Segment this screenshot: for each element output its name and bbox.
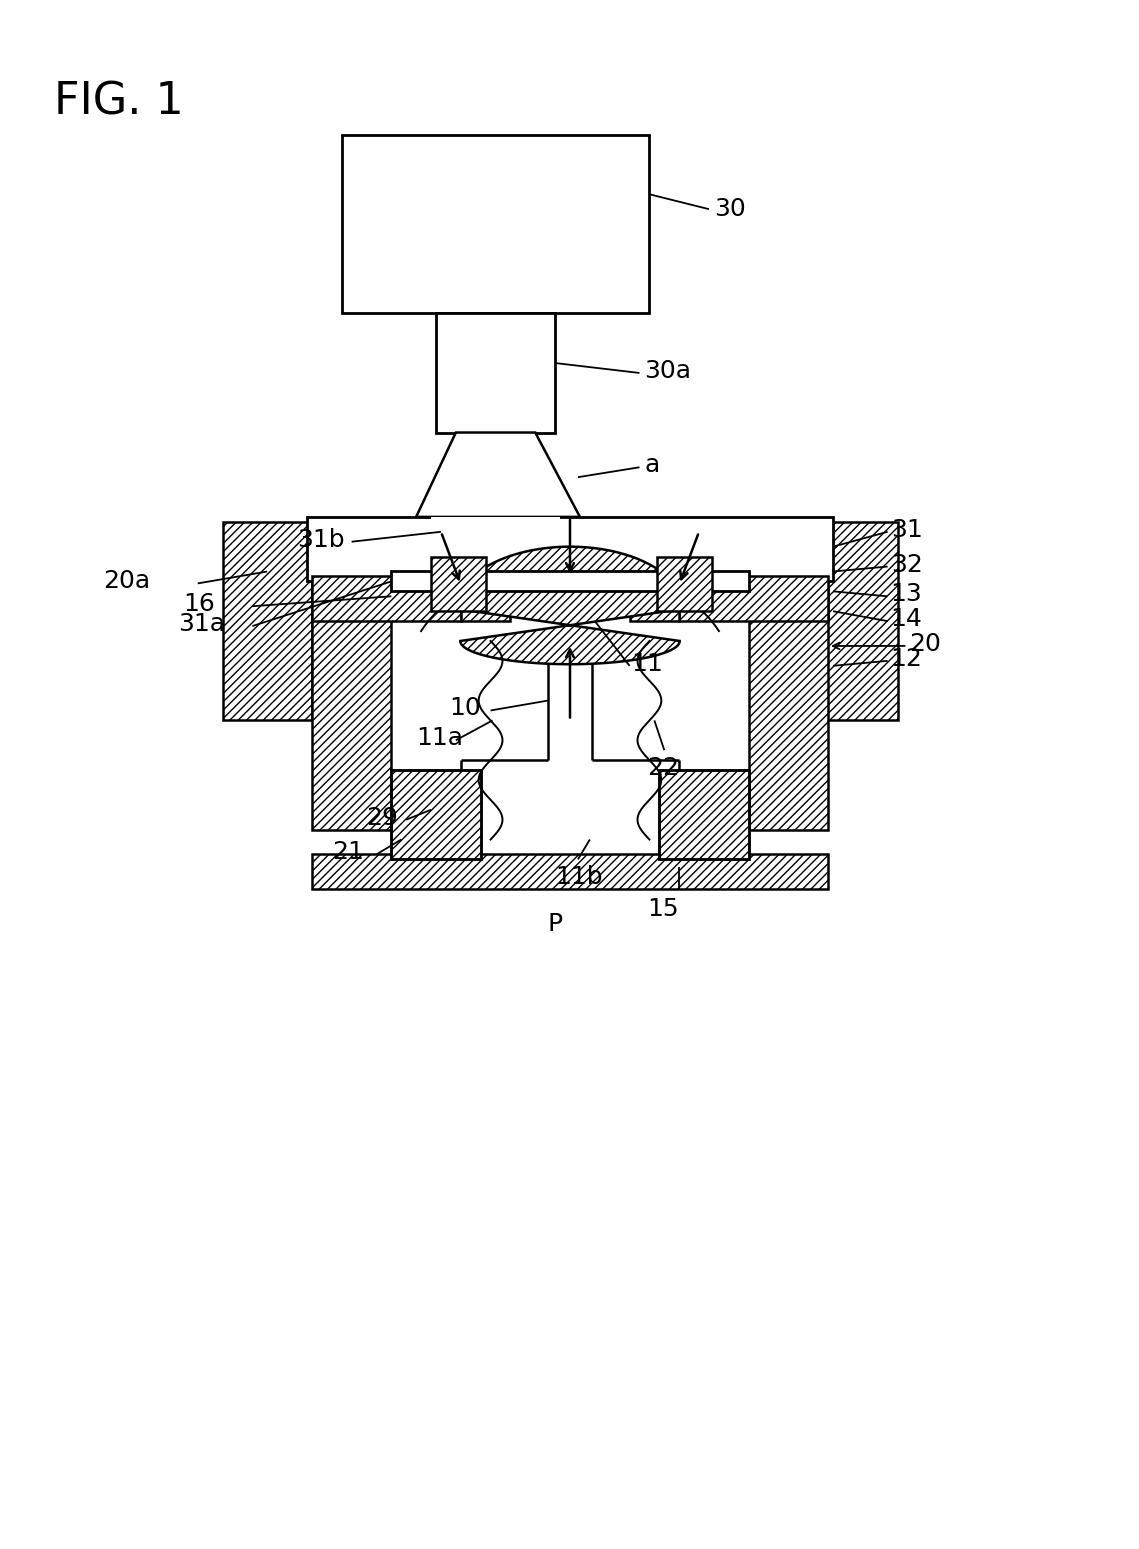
Text: 31a: 31a <box>178 612 224 637</box>
Text: P: P <box>548 912 563 936</box>
Text: 20: 20 <box>910 632 941 655</box>
Bar <box>436 313 555 432</box>
Bar <box>748 576 828 830</box>
Bar <box>679 576 828 621</box>
Bar <box>306 517 833 581</box>
Text: 31b: 31b <box>297 528 345 551</box>
Bar <box>657 556 712 612</box>
Bar <box>461 576 510 621</box>
Text: 13: 13 <box>891 582 923 606</box>
Bar <box>392 572 748 592</box>
Text: 22: 22 <box>647 756 680 781</box>
Bar <box>312 576 392 830</box>
Text: 11a: 11a <box>416 726 464 750</box>
Text: 15: 15 <box>647 897 679 922</box>
Text: 30: 30 <box>714 197 746 222</box>
Bar <box>392 770 481 860</box>
Bar <box>431 556 485 612</box>
Text: 10: 10 <box>449 697 481 720</box>
Text: 11: 11 <box>631 652 663 675</box>
Bar <box>312 576 461 621</box>
Bar <box>659 770 748 860</box>
Text: a: a <box>645 454 659 477</box>
Bar <box>659 770 748 860</box>
Text: 14: 14 <box>891 607 923 630</box>
Polygon shape <box>460 547 680 665</box>
Text: 31: 31 <box>891 517 923 542</box>
Text: 29: 29 <box>367 805 399 830</box>
Text: 32: 32 <box>891 553 923 576</box>
Bar <box>312 855 828 889</box>
Bar <box>342 135 649 313</box>
Bar <box>630 576 679 621</box>
Bar <box>431 517 560 581</box>
Text: 20a: 20a <box>104 570 150 593</box>
Text: 11b: 11b <box>555 866 603 889</box>
Polygon shape <box>416 432 580 517</box>
Text: 16: 16 <box>183 592 215 617</box>
Text: 12: 12 <box>891 647 923 671</box>
Bar <box>809 522 898 720</box>
Text: 21: 21 <box>331 841 363 864</box>
Bar <box>222 522 312 720</box>
Bar <box>392 770 481 860</box>
Text: 30a: 30a <box>645 359 691 383</box>
Text: FIG. 1: FIG. 1 <box>54 81 183 122</box>
